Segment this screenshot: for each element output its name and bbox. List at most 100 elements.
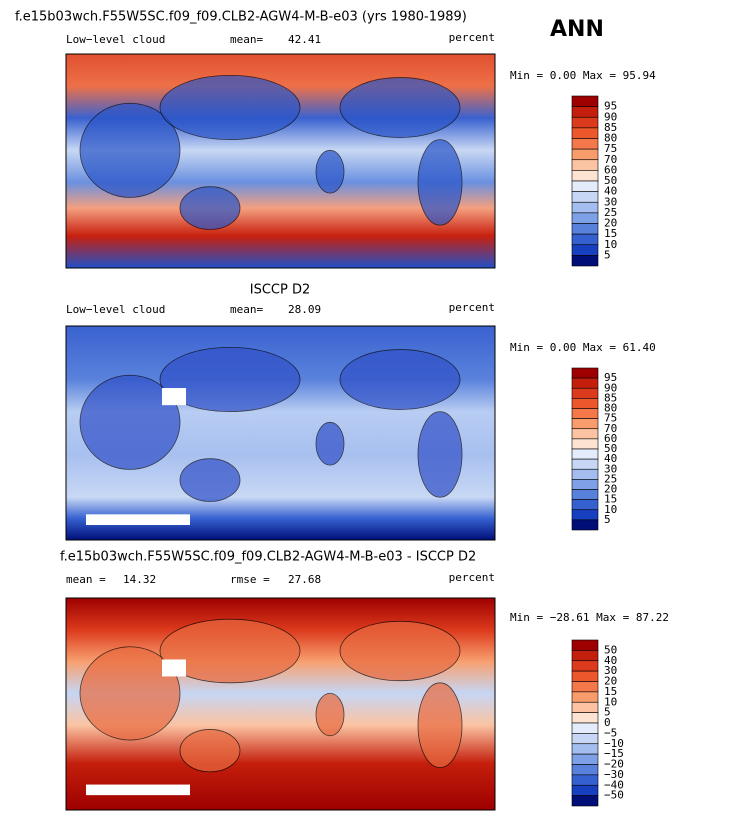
units: percent bbox=[449, 31, 495, 44]
colorbar-box bbox=[571, 639, 599, 651]
map-border bbox=[65, 325, 496, 541]
colorbar-box bbox=[571, 387, 599, 399]
colorbar-box bbox=[571, 95, 599, 107]
colorbar-label: 20 bbox=[604, 483, 617, 496]
min-max: Min = 0.00 Max = 61.40 bbox=[510, 341, 656, 354]
colorbar-label: 85 bbox=[604, 391, 617, 404]
panel-title: f.e15b03wch.F55W5SC.f09_f09.CLB2-AGW4-M-… bbox=[15, 10, 467, 25]
colorbar-box bbox=[571, 438, 599, 450]
colorbar-box bbox=[571, 148, 599, 161]
colorbar-box bbox=[571, 448, 599, 460]
continent bbox=[315, 692, 345, 737]
colorbar-box bbox=[571, 479, 599, 490]
panel-title: ISCCP D2 bbox=[250, 283, 311, 298]
continent bbox=[179, 729, 241, 773]
colorbar-label: 40 bbox=[604, 452, 617, 465]
colorbar-label: 30 bbox=[604, 664, 617, 677]
colorbar-box bbox=[571, 116, 599, 129]
colorbar-box bbox=[571, 691, 599, 703]
colorbar-box bbox=[571, 764, 599, 776]
colorbar-box bbox=[571, 670, 599, 682]
colorbar-label: 40 bbox=[604, 185, 617, 198]
colorbar-label: 15 bbox=[604, 493, 617, 506]
colorbar-box bbox=[571, 408, 599, 419]
colorbar-box bbox=[571, 681, 599, 693]
continent bbox=[315, 421, 345, 466]
colorbar-label: 80 bbox=[604, 132, 617, 145]
colorbar-label: 20 bbox=[604, 675, 617, 688]
continent bbox=[79, 102, 181, 198]
continent bbox=[179, 458, 241, 502]
colorbar-box bbox=[571, 191, 599, 203]
colorbar-label: 25 bbox=[604, 206, 617, 219]
continent bbox=[159, 618, 301, 684]
stat-label: mean= bbox=[230, 33, 263, 46]
colorbar-box bbox=[571, 244, 599, 256]
colorbar-box bbox=[571, 127, 599, 139]
stat-label: mean= bbox=[230, 303, 263, 316]
continent bbox=[339, 620, 461, 682]
colorbar-label: 75 bbox=[604, 142, 617, 155]
colorbar-label: 0 bbox=[604, 716, 611, 729]
colorbar-box bbox=[571, 784, 599, 796]
colorbar-box bbox=[571, 428, 599, 440]
colorbar-label: −20 bbox=[604, 758, 624, 771]
colorbar-box bbox=[571, 753, 599, 765]
panel-title: f.e15b03wch.F55W5SC.f09_f09.CLB2-AGW4-M-… bbox=[60, 550, 476, 565]
colorbar-box bbox=[571, 468, 599, 480]
continent bbox=[179, 186, 241, 230]
colorbar-box bbox=[571, 701, 599, 713]
stat-value: 27.68 bbox=[288, 573, 321, 586]
colorbar-label: 40 bbox=[604, 654, 617, 667]
colorbar-box bbox=[571, 458, 599, 470]
colorbar-box bbox=[571, 733, 599, 745]
left-label: mean = bbox=[66, 573, 106, 586]
continent bbox=[79, 374, 181, 470]
colorbar-box bbox=[571, 489, 599, 500]
colorbar-label: 60 bbox=[604, 432, 617, 445]
colorbar-label: 50 bbox=[604, 174, 617, 187]
colorbar-label: 90 bbox=[604, 110, 617, 123]
colorbar-label: 10 bbox=[604, 695, 617, 708]
colorbar-label: 5 bbox=[604, 248, 611, 261]
map-border bbox=[65, 597, 496, 811]
continent bbox=[417, 411, 463, 498]
colorbar-box bbox=[571, 367, 599, 379]
map-border bbox=[65, 53, 496, 269]
left-value: 14.32 bbox=[123, 573, 156, 586]
colorbar-label: 70 bbox=[604, 153, 617, 166]
colorbar-label: 50 bbox=[604, 442, 617, 455]
colorbar-box bbox=[571, 650, 599, 662]
colorbar-label: 70 bbox=[604, 422, 617, 435]
colorbar-box bbox=[571, 233, 599, 246]
colorbar-box bbox=[571, 712, 599, 724]
colorbar-label: −40 bbox=[604, 778, 624, 791]
colorbar-label: 95 bbox=[604, 371, 617, 384]
colorbar-label: −5 bbox=[604, 726, 617, 739]
colorbar-label: 10 bbox=[604, 503, 617, 516]
colorbar-label: 20 bbox=[604, 217, 617, 230]
colorbar-label: 10 bbox=[604, 238, 617, 251]
colorbar-label: 15 bbox=[604, 685, 617, 698]
min-max: Min = −28.61 Max = 87.22 bbox=[510, 611, 669, 624]
missing-data bbox=[86, 514, 190, 526]
colorbar-label: 50 bbox=[604, 643, 617, 656]
colorbar-box bbox=[571, 509, 599, 521]
colorbar-box bbox=[571, 499, 599, 511]
colorbar-box bbox=[571, 201, 599, 214]
colorbar-label: 5 bbox=[604, 513, 611, 526]
colorbar-box bbox=[571, 722, 599, 734]
colorbar-box bbox=[571, 398, 599, 409]
continent bbox=[315, 149, 345, 194]
min-max: Min = 0.00 Max = 95.94 bbox=[510, 69, 656, 82]
colorbar-label: 95 bbox=[604, 100, 617, 113]
left-label: Low−level cloud bbox=[66, 33, 165, 46]
colorbar-box bbox=[571, 743, 599, 755]
colorbar-box bbox=[571, 138, 599, 150]
missing-data bbox=[86, 784, 190, 796]
units: percent bbox=[449, 301, 495, 314]
continent bbox=[79, 646, 181, 741]
colorbar-label: 5 bbox=[604, 706, 611, 719]
colorbar-label: −10 bbox=[604, 737, 624, 750]
